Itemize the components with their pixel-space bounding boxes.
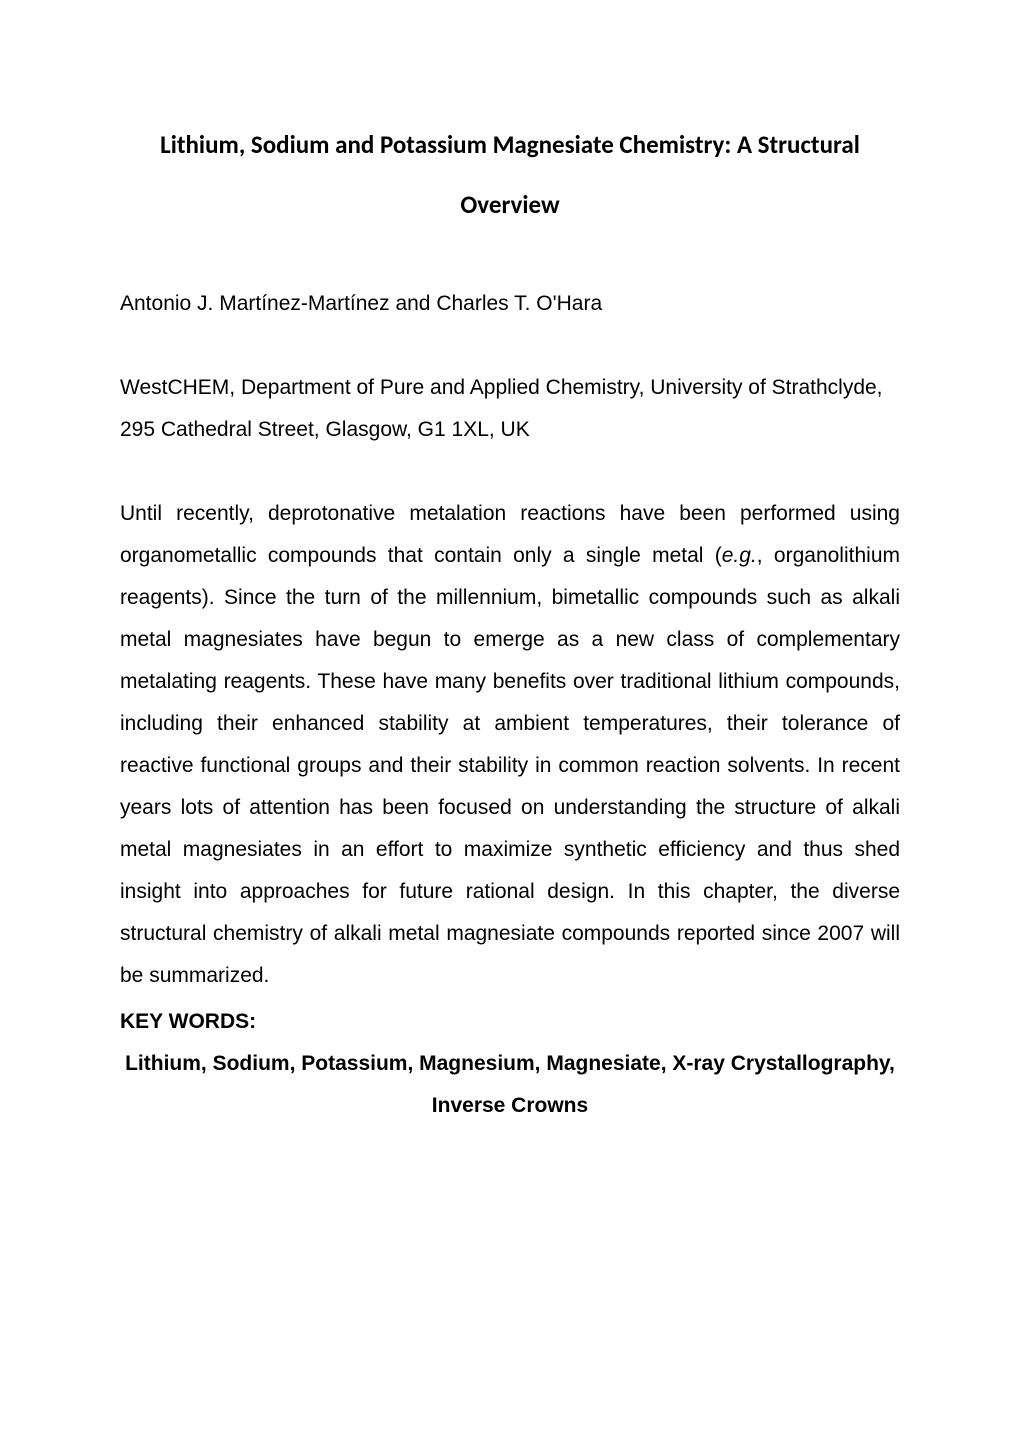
keywords-label: KEY WORDS: xyxy=(120,1001,900,1043)
keywords-list: Lithium, Sodium, Potassium, Magnesium, M… xyxy=(120,1043,900,1127)
abstract-paragraph: Until recently, deprotonative metalation… xyxy=(120,493,900,997)
authors-line: Antonio J. Martínez-Martínez and Charles… xyxy=(120,283,900,325)
paper-title: Lithium, Sodium and Potassium Magnesiate… xyxy=(120,115,900,235)
affiliation-line: WestCHEM, Department of Pure and Applied… xyxy=(120,367,900,451)
abstract-text-part2: , organolithium reagents). Since the tur… xyxy=(120,544,900,987)
abstract-italic: e.g. xyxy=(722,544,757,567)
